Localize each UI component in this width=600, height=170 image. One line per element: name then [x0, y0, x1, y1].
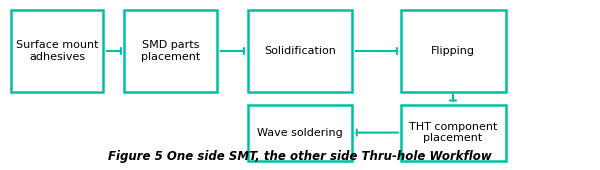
FancyBboxPatch shape — [401, 10, 505, 92]
Text: Flipping: Flipping — [431, 46, 475, 56]
FancyBboxPatch shape — [248, 105, 352, 161]
Text: Wave soldering: Wave soldering — [257, 128, 343, 138]
FancyBboxPatch shape — [248, 10, 352, 92]
FancyBboxPatch shape — [401, 105, 505, 161]
Text: THT component
placement: THT component placement — [409, 122, 497, 143]
Text: Surface mount
adhesives: Surface mount adhesives — [16, 40, 98, 62]
FancyBboxPatch shape — [11, 10, 103, 92]
FancyBboxPatch shape — [124, 10, 217, 92]
Text: Figure 5 One side SMT, the other side Thru-hole Workflow: Figure 5 One side SMT, the other side Th… — [108, 150, 492, 163]
Text: Solidification: Solidification — [264, 46, 336, 56]
Text: SMD parts
placement: SMD parts placement — [142, 40, 200, 62]
